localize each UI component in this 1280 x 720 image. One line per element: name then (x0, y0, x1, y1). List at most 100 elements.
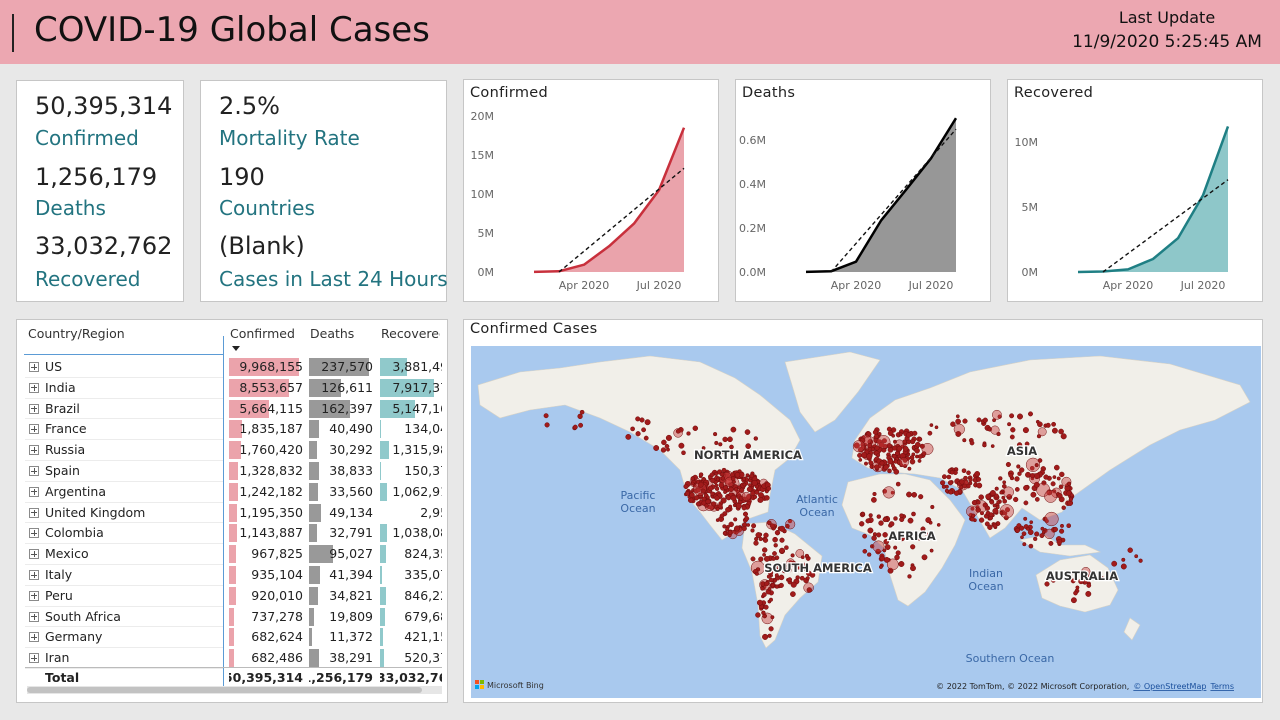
cell-value: 49,134 (329, 504, 373, 520)
country-name: Brazil (45, 400, 80, 416)
case-bubble (727, 530, 733, 535)
expand-button[interactable] (29, 445, 39, 456)
case-bubble (887, 458, 894, 465)
country-name: South Africa (45, 608, 121, 624)
row-rule (25, 522, 223, 524)
case-bubble (1120, 563, 1127, 570)
cell-clip: 935,104 (229, 565, 307, 585)
chart-title: Recovered (1014, 85, 1093, 101)
case-bubble (761, 610, 766, 616)
expand-button[interactable] (29, 549, 39, 560)
case-bubble (1056, 476, 1061, 481)
case-bubble (1004, 507, 1011, 513)
case-bubble (801, 566, 806, 571)
expand-button[interactable] (29, 424, 39, 435)
case-bubble (773, 543, 778, 548)
case-bubble (544, 422, 550, 428)
kpi-card[interactable]: 2.5% Mortality Rate 190 Countries (Blank… (200, 80, 448, 302)
cell-value: 1,242,182 (239, 483, 303, 499)
case-bubble (990, 425, 1000, 435)
table-panel[interactable]: Country/Region Confirmed Deaths Recovered US… (16, 319, 448, 703)
case-bubble (874, 445, 880, 451)
expand-button[interactable] (29, 653, 39, 664)
case-bubble (635, 431, 641, 437)
kpi-value: (Blank) (219, 232, 305, 260)
expand-button[interactable] (29, 507, 39, 518)
case-bubble (715, 477, 720, 482)
trend-line (830, 128, 957, 273)
scrollbar-thumb[interactable] (27, 687, 422, 693)
column-header-cell[interactable]: Country/Region (27, 326, 217, 346)
case-bubble (635, 416, 641, 422)
continent-label: ASIA (1007, 444, 1037, 458)
case-bubble (889, 521, 895, 527)
case-bubble (755, 532, 762, 539)
case-bubble (982, 442, 987, 448)
data-bar (380, 586, 386, 605)
expand-button[interactable] (29, 486, 39, 497)
case-bubble (800, 555, 805, 560)
case-bubble (878, 442, 885, 448)
case-bubble (728, 521, 734, 528)
case-bubble (936, 523, 941, 527)
map-attribution-link[interactable]: © OpenStreetMap (1133, 682, 1206, 691)
cell-value: 11,372 (329, 629, 373, 645)
cell-clip: 40,490 (309, 419, 377, 439)
country-name: Germany (45, 629, 103, 645)
expand-button[interactable] (29, 611, 39, 622)
kpi-label: Mortality Rate (219, 126, 360, 150)
case-bubble (1044, 511, 1059, 527)
expand-button[interactable] (29, 632, 39, 643)
cell-clip: 19,809 (309, 607, 377, 627)
case-bubble (1034, 531, 1040, 537)
column-header-cell[interactable]: Confirmed (229, 326, 307, 346)
chart-panel[interactable]: Deaths 0.0M 0.2M 0.4M 0.6M Apr 2020 Jul 2020 (735, 79, 991, 302)
cell-value: 134,045 (404, 421, 442, 437)
column-header-cell[interactable]: Deaths (309, 326, 377, 346)
case-bubble (714, 495, 720, 501)
chart-panel[interactable]: Recovered 0M 5M 10M Apr 2020 Jul 2020 (1007, 79, 1263, 302)
country-name: Colombia (45, 525, 104, 541)
row-rule (25, 605, 223, 607)
chart-panel[interactable]: Confirmed 0M 5M 10M 15M 20M Apr 2020 Jul 2020 (463, 79, 719, 302)
expand-button[interactable] (29, 362, 39, 372)
case-bubble (910, 565, 916, 572)
cell-value: 1,328,832 (239, 463, 303, 478)
case-bubble (1009, 413, 1015, 419)
sort-indicator[interactable] (232, 346, 240, 351)
case-bubble (1001, 483, 1007, 489)
case-bubble (870, 446, 876, 452)
cell-clip: 1,038,082 (380, 523, 442, 543)
case-bubble (714, 440, 719, 446)
cell-value: 920,010 (251, 587, 303, 603)
expand-button[interactable] (29, 403, 39, 414)
column-header-cell[interactable]: Recovered (380, 326, 440, 346)
case-bubble (898, 457, 909, 468)
y-tick-label: 0.4M (739, 178, 766, 191)
case-bubble (992, 507, 999, 515)
cell-clip: 846,225 (380, 586, 442, 606)
cell-value: 237,570 (321, 359, 373, 374)
case-bubble (988, 512, 994, 518)
case-bubble (1044, 528, 1055, 540)
expand-button[interactable] (29, 466, 39, 476)
case-bubble (1051, 427, 1058, 434)
expand-button[interactable] (29, 590, 39, 601)
expand-button[interactable] (29, 528, 39, 539)
expand-button[interactable] (29, 570, 39, 580)
map-terms-link[interactable]: Terms (1209, 682, 1234, 691)
case-bubble (774, 573, 779, 578)
x-tick-label: Apr 2020 (559, 279, 610, 292)
kpi-card[interactable]: 50,395,314 Confirmed 1,256,179 Deaths 33… (16, 80, 184, 302)
case-bubble (1009, 434, 1015, 440)
case-bubble (696, 479, 701, 484)
case-bubble (864, 461, 868, 466)
case-bubble (782, 569, 787, 574)
map[interactable]: NORTH AMERICA SOUTH AMERICA AFRICA ASIA AUST… (471, 346, 1261, 698)
cell-clip: 9,968,155 (229, 357, 307, 377)
row-rule (25, 543, 223, 545)
expand-button[interactable] (29, 382, 39, 393)
case-bubble (902, 445, 909, 452)
case-bubble (768, 577, 774, 583)
data-bar (380, 649, 384, 668)
